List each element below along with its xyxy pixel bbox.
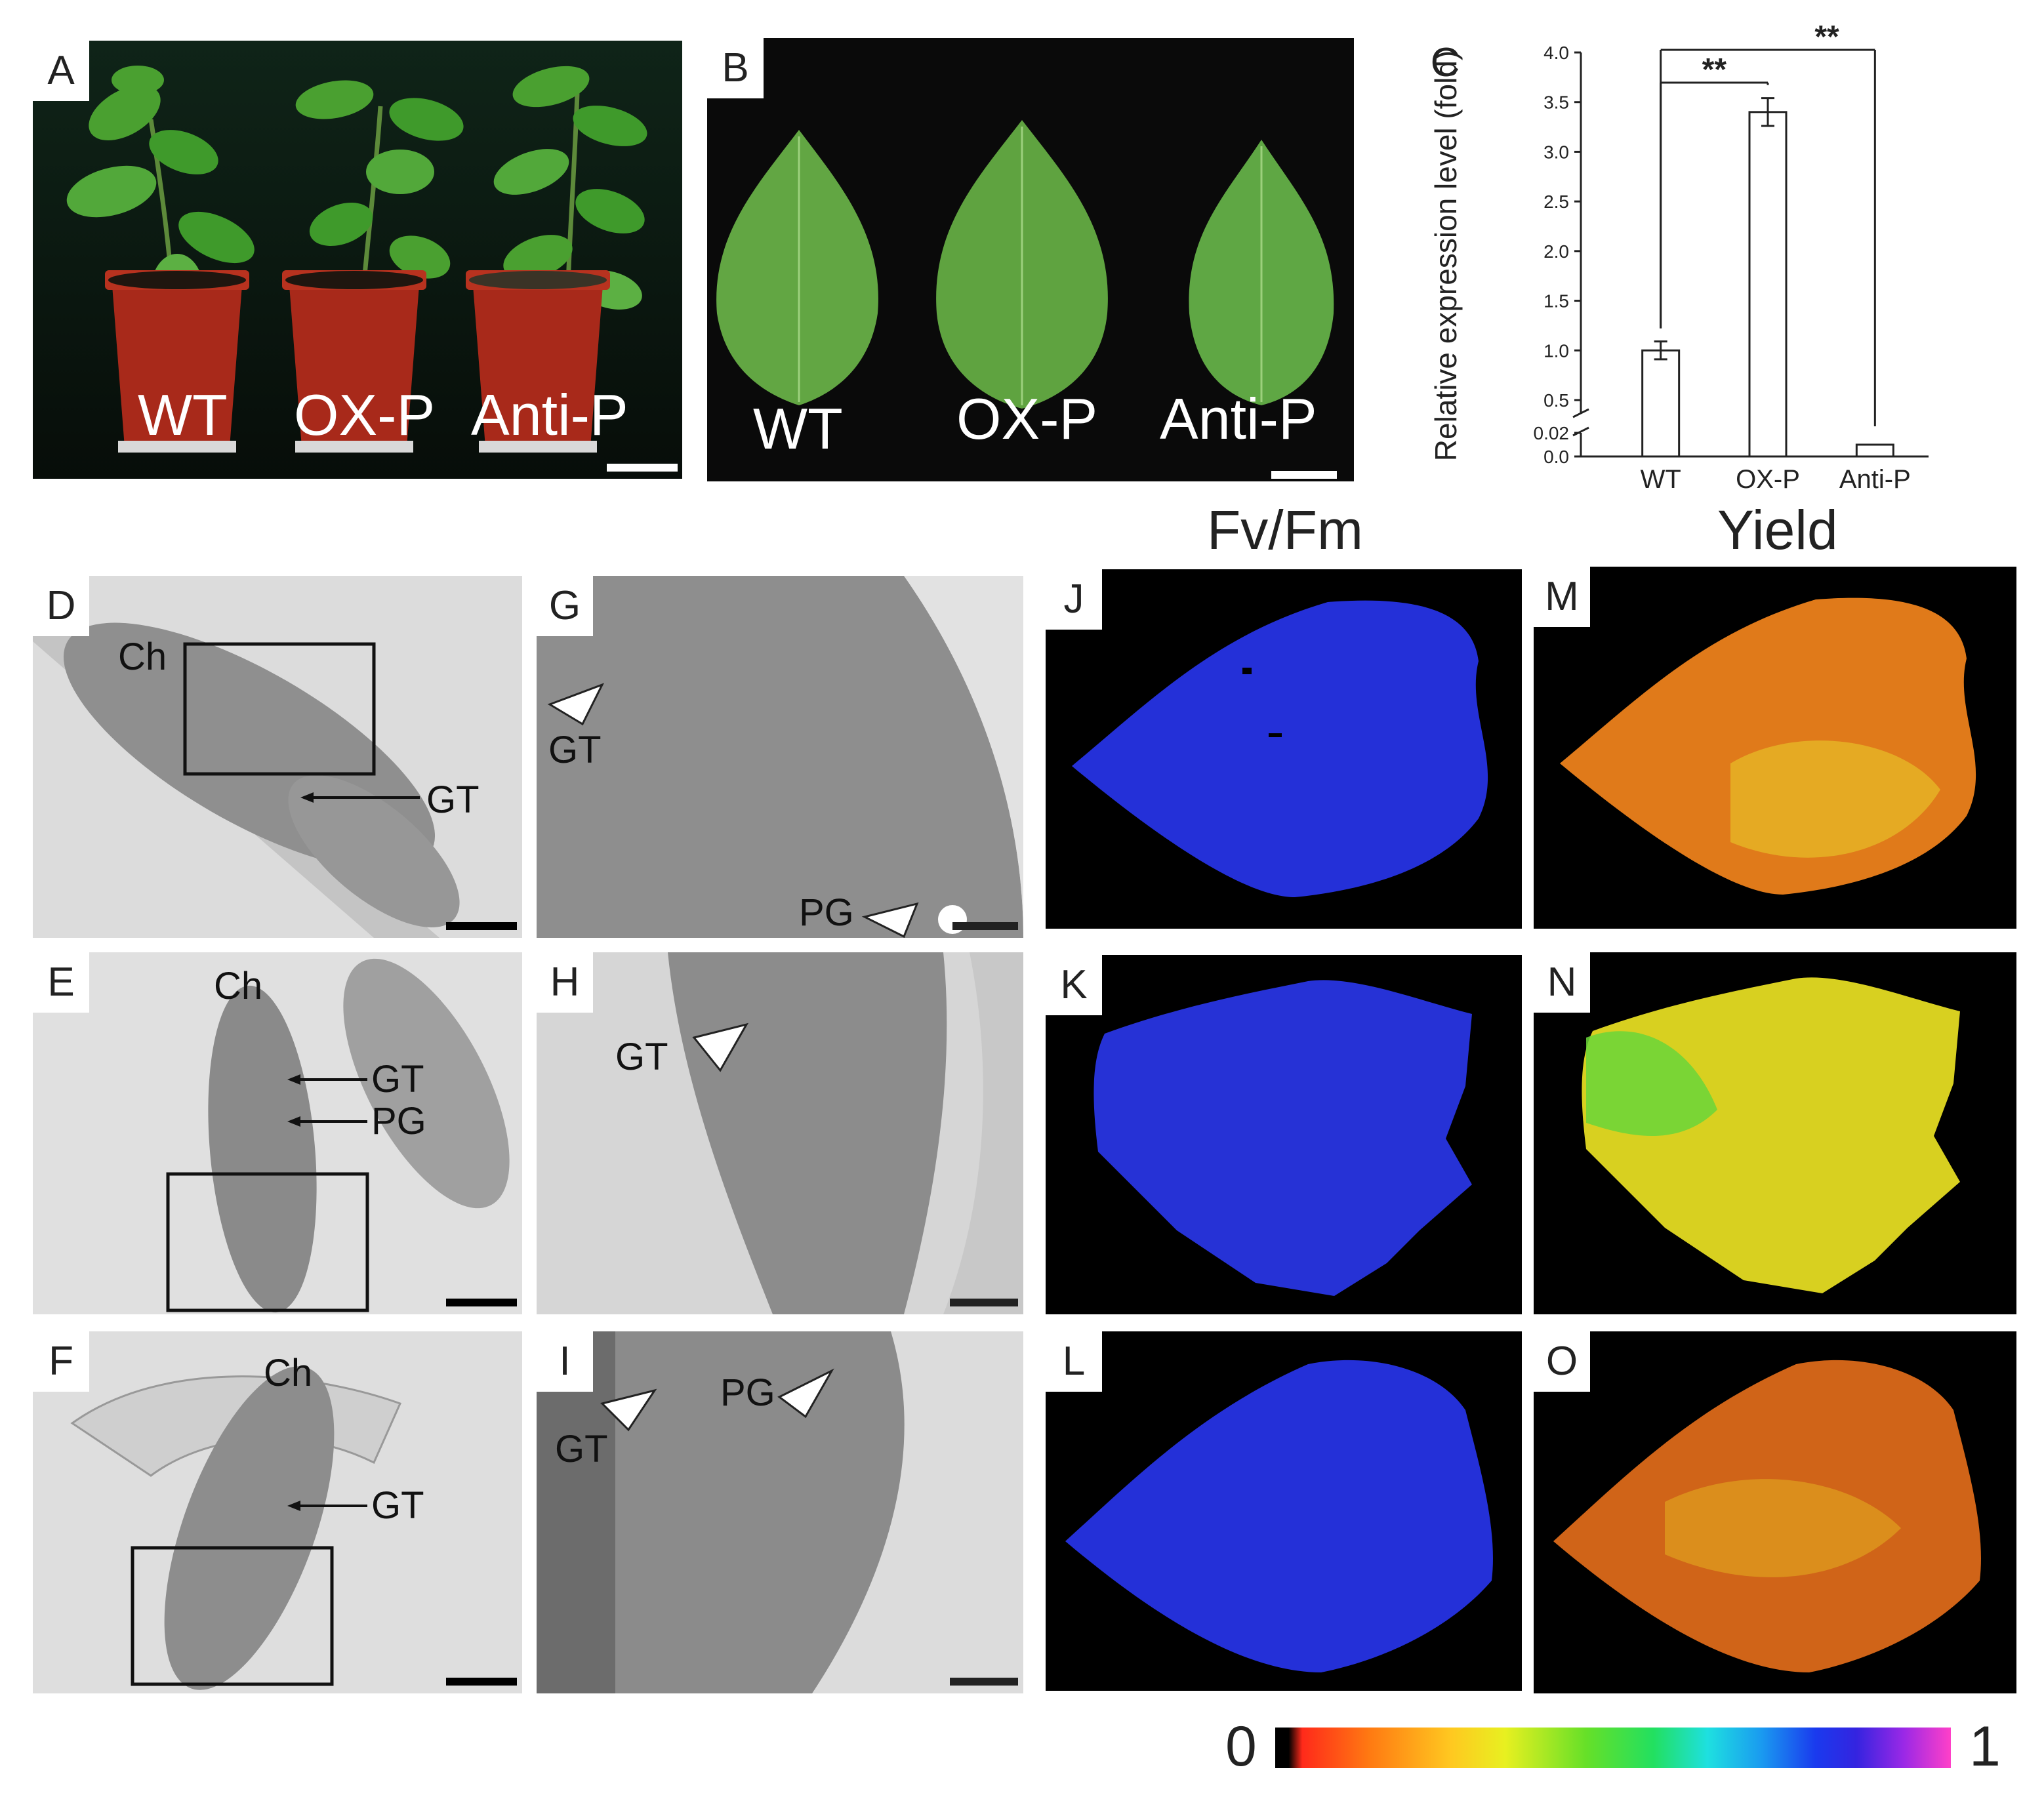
panel-m-yield-image: M xyxy=(1534,567,2016,929)
panel-label: N xyxy=(1534,952,1590,1013)
panel-o-yield-image: O xyxy=(1534,1331,2016,1693)
bar-chart-svg: Relative expression level (fold) 0.5 1.0 1… xyxy=(1429,20,1929,494)
panel-label: E xyxy=(33,952,89,1013)
fvfm-leaf-anti-p xyxy=(1065,1360,1493,1672)
x-tick-label: Anti-P xyxy=(1839,465,1911,494)
scale-bar xyxy=(950,1299,1018,1306)
label-plastoglobuli: PG xyxy=(799,891,854,934)
x-tick-label: OX-P xyxy=(1736,465,1800,494)
colorbar-min-label: 0 xyxy=(1225,1715,1257,1778)
label-grana-thylakoid: GT xyxy=(426,778,480,821)
column-title-fvfm: Fv/Fm xyxy=(1207,499,1363,561)
label-grana-thylakoid: GT xyxy=(615,1036,668,1078)
label-wt: WT xyxy=(753,396,843,461)
plants-illustration xyxy=(33,41,682,479)
scale-bar xyxy=(952,922,1018,930)
bar-anti-p xyxy=(1855,443,1894,458)
colorbar xyxy=(1275,1728,1951,1768)
panel-n-yield-image: N xyxy=(1534,952,2016,1314)
panel-label: O xyxy=(1534,1331,1590,1392)
label-grana-thylakoid: GT xyxy=(371,1058,424,1101)
panel-e-tem: E Ch GT PG xyxy=(33,952,522,1314)
significance-label: ** xyxy=(1702,52,1727,87)
panel-label: G xyxy=(537,576,593,636)
panel-label: L xyxy=(1046,1331,1102,1392)
panel-c-expression-chart: C Relative expression level (fold) 0.5 1.… xyxy=(1404,20,2034,498)
panel-label: D xyxy=(33,576,89,636)
label-wt: WT xyxy=(138,382,228,447)
panel-label: C xyxy=(1430,40,1460,85)
y-tick-label: 2.5 xyxy=(1543,192,1569,212)
scale-bar xyxy=(446,1299,517,1306)
y-tick-label: 3.5 xyxy=(1543,92,1569,113)
bar-wt xyxy=(1641,349,1681,458)
label-anti-p: Anti-P xyxy=(471,382,628,447)
panel-g-tem: G GT PG xyxy=(537,576,1023,938)
panel-b-leaves-photo: B WT OX-P Anti-P xyxy=(707,38,1354,481)
fvfm-leaf-wt xyxy=(1072,600,1488,897)
column-title-yield: Yield xyxy=(1717,499,1838,561)
colorbar-max-label: 1 xyxy=(1969,1715,2001,1778)
scale-bar xyxy=(446,922,517,930)
scale-bar xyxy=(950,1678,1018,1686)
label-anti-p: Anti-P xyxy=(1160,386,1317,451)
label-ox-p: OX-P xyxy=(956,386,1098,451)
y-tick-label: 2.0 xyxy=(1543,241,1569,262)
y-tick-label: 4.0 xyxy=(1543,43,1569,63)
panel-label: F xyxy=(33,1331,89,1392)
panel-label: I xyxy=(537,1331,593,1392)
bar-ox-p xyxy=(1748,111,1788,458)
y-axis-label: Relative expression level (fold) xyxy=(1429,51,1463,461)
fvfm-leaf-ox-p xyxy=(1094,980,1472,1296)
panel-label: J xyxy=(1046,569,1102,630)
scale-bar xyxy=(446,1678,517,1686)
panel-i-tem: I GT PG xyxy=(537,1331,1023,1693)
label-grana-thylakoid: GT xyxy=(371,1484,424,1527)
panel-label: H xyxy=(537,952,593,1013)
y-tick-label: 0.0 xyxy=(1543,447,1569,467)
leaf-wt xyxy=(716,130,878,405)
panel-k-fvfm-image: K xyxy=(1046,955,1522,1314)
y-tick-label: 3.0 xyxy=(1543,142,1569,162)
scale-bar xyxy=(607,464,678,472)
panel-f-tem: F Ch GT xyxy=(33,1331,522,1693)
panel-j-fvfm-image: J xyxy=(1046,569,1522,929)
panel-d-tem: D Ch GT xyxy=(33,576,522,938)
leaves-illustration xyxy=(707,38,1354,481)
panel-label: A xyxy=(33,41,89,101)
label-chloroplast: Ch xyxy=(118,636,167,678)
axis-break-mark xyxy=(1572,408,1589,418)
plant-anti-p xyxy=(493,66,647,330)
panel-label: M xyxy=(1534,567,1590,627)
y-tick-label: 0.5 xyxy=(1543,390,1569,411)
label-grana-thylakoid: GT xyxy=(555,1428,608,1470)
panel-h-tem: H GT xyxy=(537,952,1023,1314)
panel-l-fvfm-image: L xyxy=(1046,1331,1522,1691)
label-chloroplast: Ch xyxy=(214,965,263,1007)
label-grana-thylakoid: GT xyxy=(548,729,602,771)
y-tick-label: 0.02 xyxy=(1534,423,1570,443)
panel-a-plants-photo: A WT OX-P Anti-P xyxy=(33,41,682,479)
pots xyxy=(105,270,610,453)
label-chloroplast: Ch xyxy=(264,1352,313,1394)
label-plastoglobuli: PG xyxy=(720,1371,775,1414)
significance-label: ** xyxy=(1814,20,1839,54)
y-tick-label: 1.0 xyxy=(1543,340,1569,361)
panel-label: B xyxy=(707,38,764,98)
scale-bar xyxy=(1271,471,1337,479)
label-plastoglobuli: PG xyxy=(371,1100,426,1142)
axis-break-mark xyxy=(1572,426,1589,437)
y-tick-label: 1.5 xyxy=(1543,291,1569,312)
label-ox-p: OX-P xyxy=(294,382,436,447)
x-tick-label: WT xyxy=(1641,465,1681,494)
panel-label: K xyxy=(1046,955,1102,1015)
